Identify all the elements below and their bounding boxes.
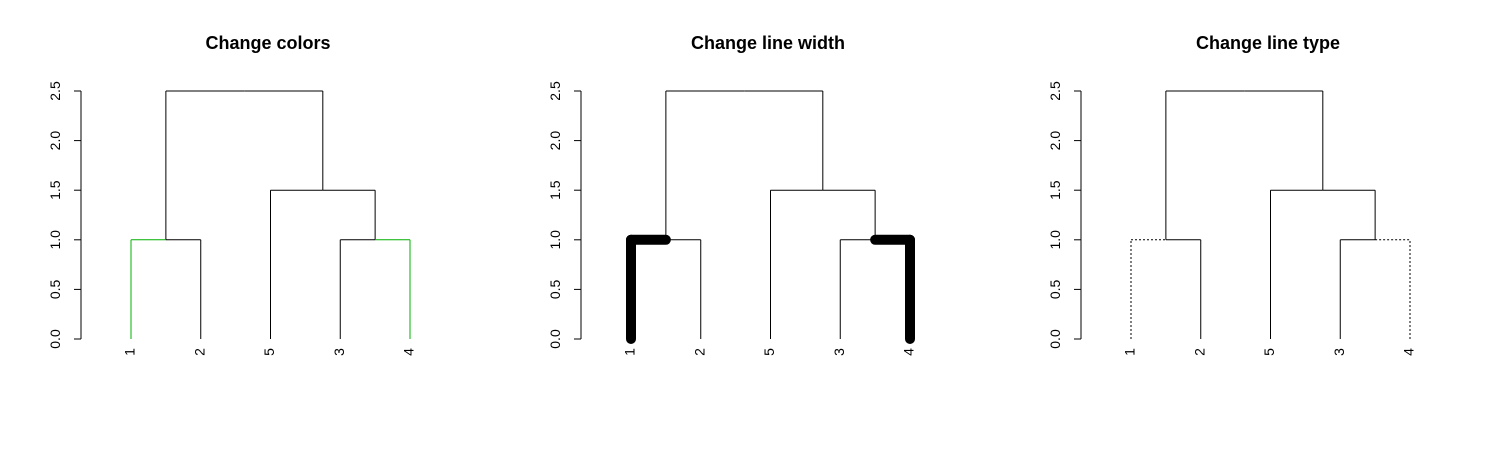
leaf-label: 2: [1191, 348, 1207, 356]
leaf-label: 2: [691, 348, 707, 356]
leaf-label: 5: [261, 348, 277, 356]
y-tick-label: 0.0: [47, 329, 63, 349]
y-tick-label: 1.0: [547, 230, 563, 250]
y-tick-label: 0.0: [1047, 329, 1063, 349]
panel-title: Change colors: [205, 33, 330, 53]
y-tick-label: 2.5: [47, 81, 63, 101]
panel-change-colors: Change colors 0.0 0.5 1.0 1.5 2.0 2.5 1 2 5 3 4: [47, 33, 417, 356]
y-tick-label: 1.5: [47, 180, 63, 200]
y-tick-label: 0.0: [547, 329, 563, 349]
leaf-label: 4: [1401, 348, 1417, 356]
y-tick-label: 2.5: [547, 81, 563, 101]
leaf-label: 3: [831, 348, 847, 356]
leaf-label: 1: [122, 348, 138, 356]
leaf-label: 2: [191, 348, 207, 356]
y-tick-label: 1.5: [547, 180, 563, 200]
leaf-label: 3: [331, 348, 347, 356]
panel-title: Change line type: [1196, 33, 1340, 53]
y-tick-label: 0.5: [1047, 279, 1063, 299]
y-tick-label: 1.0: [1047, 230, 1063, 250]
leaf-label: 4: [401, 348, 417, 356]
leaf-label: 5: [1261, 348, 1277, 356]
panel-title: Change line width: [691, 33, 845, 53]
leaf-label: 1: [1122, 348, 1138, 356]
y-tick-label: 2.0: [547, 131, 563, 151]
y-tick-label: 0.5: [547, 279, 563, 299]
leaf-label: 4: [901, 348, 917, 356]
leaf-label: 5: [761, 348, 777, 356]
y-tick-label: 2.0: [47, 131, 63, 151]
panel-change-line-width: Change line width 0.0 0.5 1.0 1.5 2.0 2.5 1 2 5 3…: [547, 33, 917, 356]
y-tick-label: 0.5: [47, 279, 63, 299]
panel-change-line-type: Change line type 0.0 0.5 1.0 1.5 2.0 2.5 1 2 5 3 4: [1047, 33, 1417, 356]
y-tick-label: 1.0: [47, 230, 63, 250]
y-tick-label: 2.5: [1047, 81, 1063, 101]
leaf-label: 3: [1331, 348, 1347, 356]
y-tick-label: 2.0: [1047, 131, 1063, 151]
y-tick-label: 1.5: [1047, 180, 1063, 200]
leaf-label: 1: [622, 348, 638, 356]
